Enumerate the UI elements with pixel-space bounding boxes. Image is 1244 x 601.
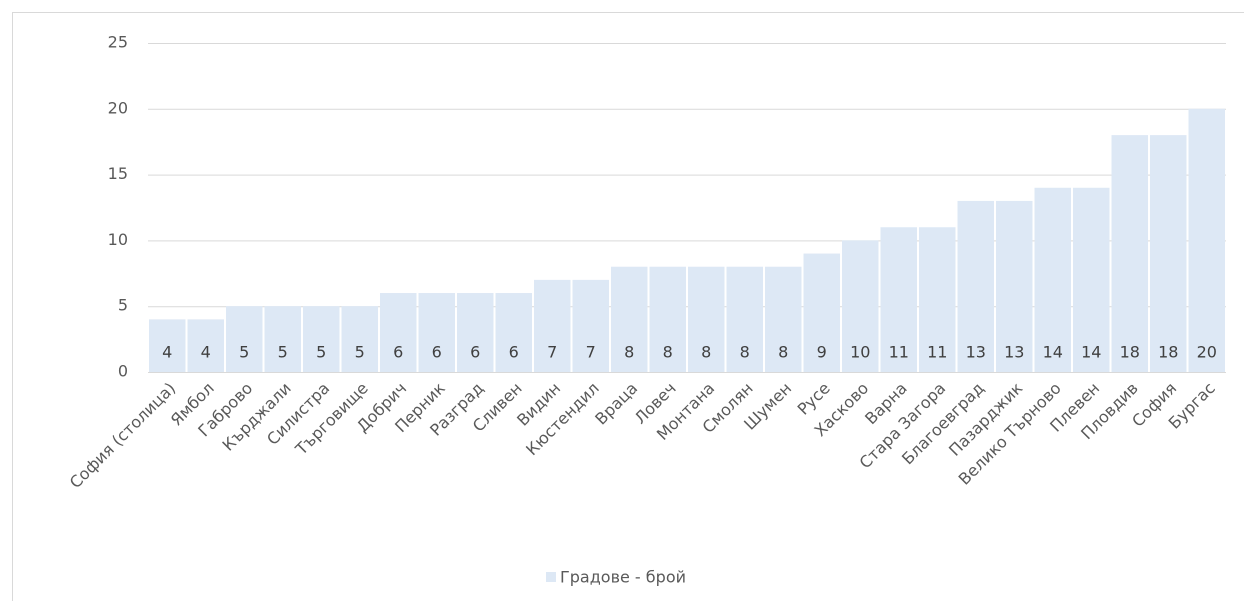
bar	[688, 266, 725, 372]
data-label: 6	[470, 343, 480, 362]
data-label: 10	[850, 343, 870, 362]
data-label: 8	[663, 343, 673, 362]
bar	[187, 319, 224, 372]
data-label: 5	[355, 343, 365, 362]
data-label: 9	[817, 343, 827, 362]
bar	[919, 227, 956, 372]
data-label: 4	[162, 343, 172, 362]
data-label: 6	[509, 343, 519, 362]
legend-label: Градове - брой	[560, 568, 686, 587]
data-label: 18	[1120, 343, 1140, 362]
bar	[649, 266, 686, 372]
y-tick-label: 0	[118, 362, 128, 381]
bar	[1188, 108, 1225, 373]
data-label: 14	[1043, 343, 1063, 362]
bar	[149, 319, 186, 372]
chart-frame	[12, 12, 1244, 601]
data-label: 8	[778, 343, 788, 362]
bar	[572, 279, 609, 372]
data-label: 7	[547, 343, 557, 362]
bar	[303, 306, 340, 372]
bar	[803, 253, 840, 372]
bar	[457, 293, 494, 372]
data-label: 5	[239, 343, 249, 362]
y-tick-label: 20	[108, 98, 128, 117]
bar	[1150, 135, 1187, 372]
bar	[226, 306, 263, 372]
data-label: 20	[1197, 343, 1217, 362]
data-label: 6	[393, 343, 403, 362]
data-label: 7	[586, 343, 596, 362]
data-label: 5	[278, 343, 288, 362]
bar	[495, 293, 532, 372]
y-tick-label: 15	[108, 164, 128, 183]
bar	[957, 200, 994, 372]
data-label: 14	[1081, 343, 1101, 362]
bar	[341, 306, 378, 372]
bar	[380, 293, 417, 372]
data-label: 8	[740, 343, 750, 362]
data-label: 13	[966, 343, 986, 362]
legend-swatch	[546, 572, 556, 582]
x-tick-label: Враца	[591, 379, 641, 429]
data-label: 8	[624, 343, 634, 362]
bar	[1073, 187, 1110, 372]
data-label: 13	[1004, 343, 1024, 362]
data-label: 4	[201, 343, 211, 362]
y-tick-label: 25	[108, 33, 128, 52]
bar	[1034, 187, 1071, 372]
data-label: 11	[889, 343, 909, 362]
bar	[880, 227, 917, 372]
data-label: 18	[1158, 343, 1178, 362]
bar	[611, 266, 648, 372]
y-tick-label: 5	[118, 296, 128, 315]
x-tick-label: София (столица)	[66, 379, 179, 492]
bar	[842, 240, 879, 372]
bar	[418, 293, 455, 372]
data-label: 8	[701, 343, 711, 362]
bar	[264, 306, 301, 372]
data-label: 5	[316, 343, 326, 362]
data-label: 6	[432, 343, 442, 362]
bar	[726, 266, 763, 372]
data-label: 11	[927, 343, 947, 362]
bar	[534, 279, 571, 372]
bar	[1111, 135, 1148, 372]
y-tick-label: 10	[108, 230, 128, 249]
bar	[765, 266, 802, 372]
bar	[996, 200, 1033, 372]
